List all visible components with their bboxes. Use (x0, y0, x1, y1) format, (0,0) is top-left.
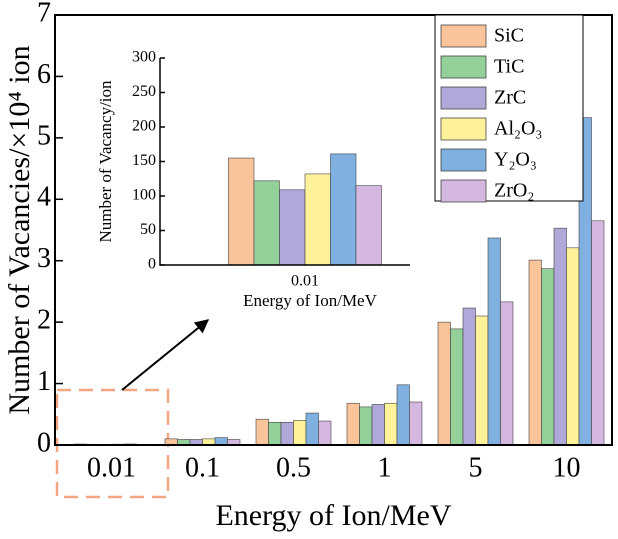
bar (528, 259, 542, 446)
bar (268, 421, 282, 446)
y-tick-label: 200 (132, 118, 156, 135)
bar (487, 237, 501, 446)
inset-axes (159, 58, 410, 266)
bar (553, 227, 567, 446)
bar (541, 268, 555, 446)
legend-label: Y₂O₃ (494, 149, 537, 171)
bar (228, 157, 255, 266)
y-tick-label: 0 (148, 256, 156, 273)
x-tick-label: 0.5 (276, 452, 311, 483)
y-tick-label: 4 (37, 182, 51, 213)
bar (214, 437, 228, 446)
legend-swatch (440, 179, 487, 203)
y-tick-label: 150 (132, 152, 156, 169)
bar (280, 421, 294, 446)
x-tick-label: 0.1 (185, 452, 220, 483)
bar (346, 402, 360, 446)
x-tick-label: 0.01 (291, 273, 319, 290)
y-axis-label: Number of Vacancy/ion (96, 80, 115, 243)
bar (304, 173, 331, 266)
y-tick-label: 300 (132, 49, 156, 66)
bar (293, 420, 307, 446)
legend-swatch (440, 117, 487, 141)
x-tick-label: 10 (553, 452, 581, 483)
legend-label: Al₂O₃ (494, 118, 542, 140)
bar (475, 315, 489, 446)
legend-swatch (440, 86, 487, 110)
legend-swatch (440, 24, 487, 48)
legend-swatch (440, 148, 487, 172)
bar (359, 406, 373, 446)
y-tick-label: 3 (37, 243, 51, 274)
bar (279, 189, 306, 266)
legend-swatch (440, 55, 487, 79)
bar (255, 418, 269, 446)
legend-label: ZrO₂ (494, 180, 534, 202)
bar (384, 402, 398, 446)
x-axis-label: Energy of Ion/MeV (215, 499, 451, 532)
x-axis-label: Energy of Ion/MeV (243, 291, 377, 310)
bar (437, 321, 451, 446)
legend-label: SiC (494, 25, 524, 47)
y-tick-label: 6 (37, 59, 51, 90)
bar (330, 153, 357, 266)
y-tick-label: 7 (37, 0, 51, 28)
x-tick-label: 1 (378, 452, 392, 483)
y-tick-label: 2 (37, 305, 51, 336)
bar (591, 220, 605, 446)
y-tick-label: 1 (37, 366, 51, 397)
bar (355, 185, 382, 266)
legend-label: ZrC (494, 87, 526, 109)
bar (253, 180, 280, 266)
bar (409, 401, 423, 446)
plot-frame (54, 14, 613, 446)
bar (396, 384, 410, 446)
x-tick-label: 0.01 (87, 452, 136, 483)
bar (462, 307, 476, 446)
x-tick-label: 5 (469, 452, 483, 483)
bar (318, 420, 332, 446)
arrow (121, 319, 210, 391)
bar (305, 412, 319, 446)
y-tick-label: 0 (37, 427, 51, 458)
y-axis-label: Number of Vacancies/×10⁴ ion (3, 45, 36, 414)
bar (566, 247, 580, 446)
y-tick-label: 5 (37, 120, 51, 151)
bar (450, 328, 464, 446)
bar (500, 301, 514, 446)
y-tick-label: 100 (132, 187, 156, 204)
y-tick-label: 50 (140, 221, 156, 238)
bar (371, 404, 385, 446)
y-tick-label: 250 (132, 83, 156, 100)
legend-label: TiC (494, 56, 524, 78)
